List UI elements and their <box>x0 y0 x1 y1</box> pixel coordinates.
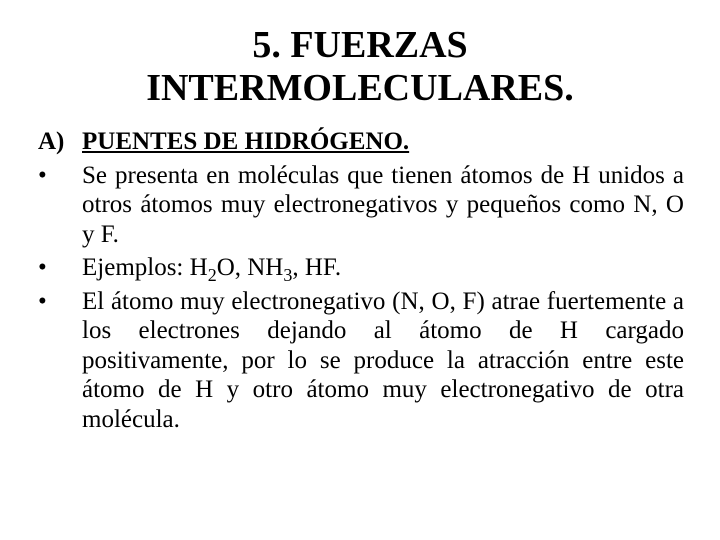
title-line-1: 5. FUERZAS <box>252 24 467 66</box>
bullet-text-3: El átomo muy electronegativo (N, O, F) a… <box>82 287 684 435</box>
slide: 5. FUERZAS INTERMOLECULARES. A) PUENTES … <box>0 0 720 540</box>
bullet2-pre: Ejemplos: H <box>82 254 208 281</box>
bullet-row-1: • Se presenta en moléculas que tienen át… <box>36 161 684 250</box>
section-heading: PUENTES DE HIDRÓGENO. <box>82 127 684 157</box>
bullet-text-2: Ejemplos: H2O, NH3, HF. <box>82 253 684 283</box>
bullet-row-2: • Ejemplos: H2O, NH3, HF. <box>36 253 684 283</box>
slide-body: A) PUENTES DE HIDRÓGENO. • Se presenta e… <box>36 127 684 434</box>
bullet2-mid1: O, NH <box>217 254 284 281</box>
bullet-marker: • <box>36 287 82 317</box>
bullet2-sub1: 2 <box>208 265 217 285</box>
bullet2-mid2: , HF. <box>292 254 341 281</box>
title-line-2: INTERMOLECULARES. <box>146 67 574 109</box>
bullet2-sub2: 3 <box>283 265 292 285</box>
section-heading-row: A) PUENTES DE HIDRÓGENO. <box>36 127 684 157</box>
bullet-marker: • <box>36 161 82 191</box>
bullet-marker: • <box>36 253 82 283</box>
section-letter: A) <box>36 127 82 157</box>
bullet-row-3: • El átomo muy electronegativo (N, O, F)… <box>36 287 684 435</box>
slide-title: 5. FUERZAS INTERMOLECULARES. <box>36 24 684 109</box>
bullet-text-1: Se presenta en moléculas que tienen átom… <box>82 161 684 250</box>
